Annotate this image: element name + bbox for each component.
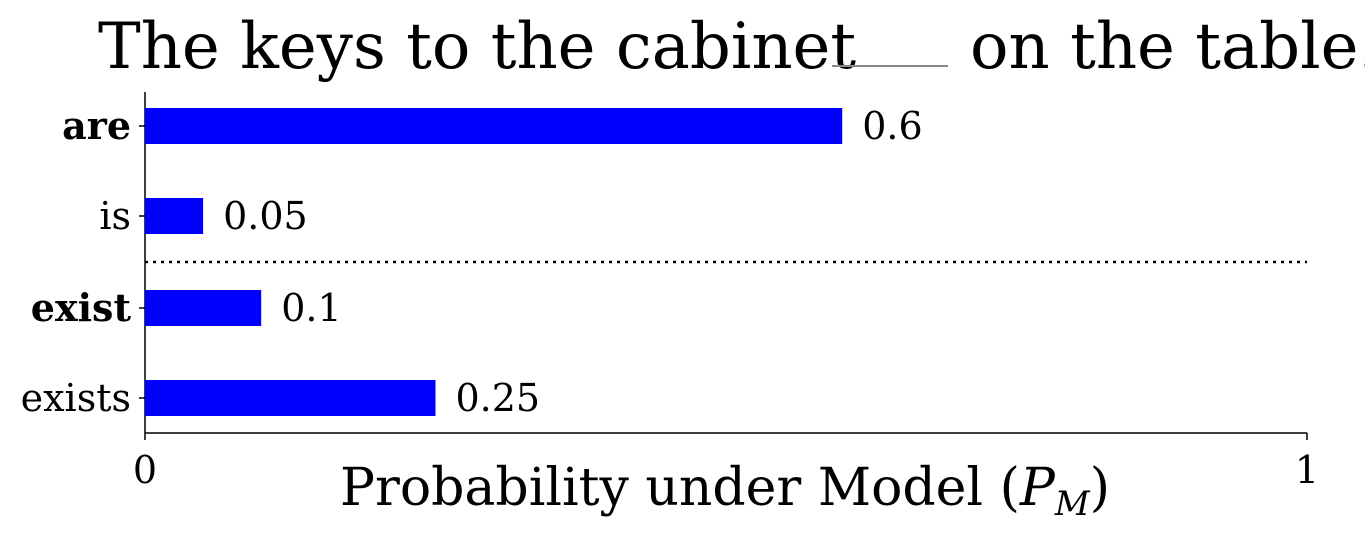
category-label-exist: exist	[31, 285, 132, 330]
bar-exists	[145, 380, 436, 416]
x-axis-label-close: )	[1090, 458, 1110, 518]
bar-is	[145, 198, 204, 234]
chart-title-part-1: The keys to the cabinet	[98, 10, 856, 84]
x-axis-label-symbol: P	[1019, 458, 1056, 518]
x-axis-label: Probability under Model (PM)	[340, 458, 1110, 524]
bar-exist	[145, 290, 262, 326]
value-label-exists: 0.25	[456, 376, 541, 420]
value-label-are: 0.6	[862, 104, 922, 148]
bars-group: are 0.6 is 0.05 exist 0.1 exists 0.25	[21, 103, 1308, 440]
category-label-are: are	[62, 103, 131, 148]
value-label-is: 0.05	[223, 194, 308, 238]
x-tick-label-1: 1	[1295, 448, 1319, 492]
x-axis-label-main: Probability under Model (	[340, 458, 1020, 518]
value-label-exist: 0.1	[281, 286, 341, 330]
category-label-exists: exists	[21, 376, 131, 420]
x-tick-label-0: 0	[133, 448, 157, 492]
bar-are	[145, 108, 843, 144]
category-label-is: is	[99, 194, 131, 238]
chart-title-part-2: on the table.	[970, 10, 1365, 84]
x-axis-label-subscript: M	[1054, 484, 1091, 524]
